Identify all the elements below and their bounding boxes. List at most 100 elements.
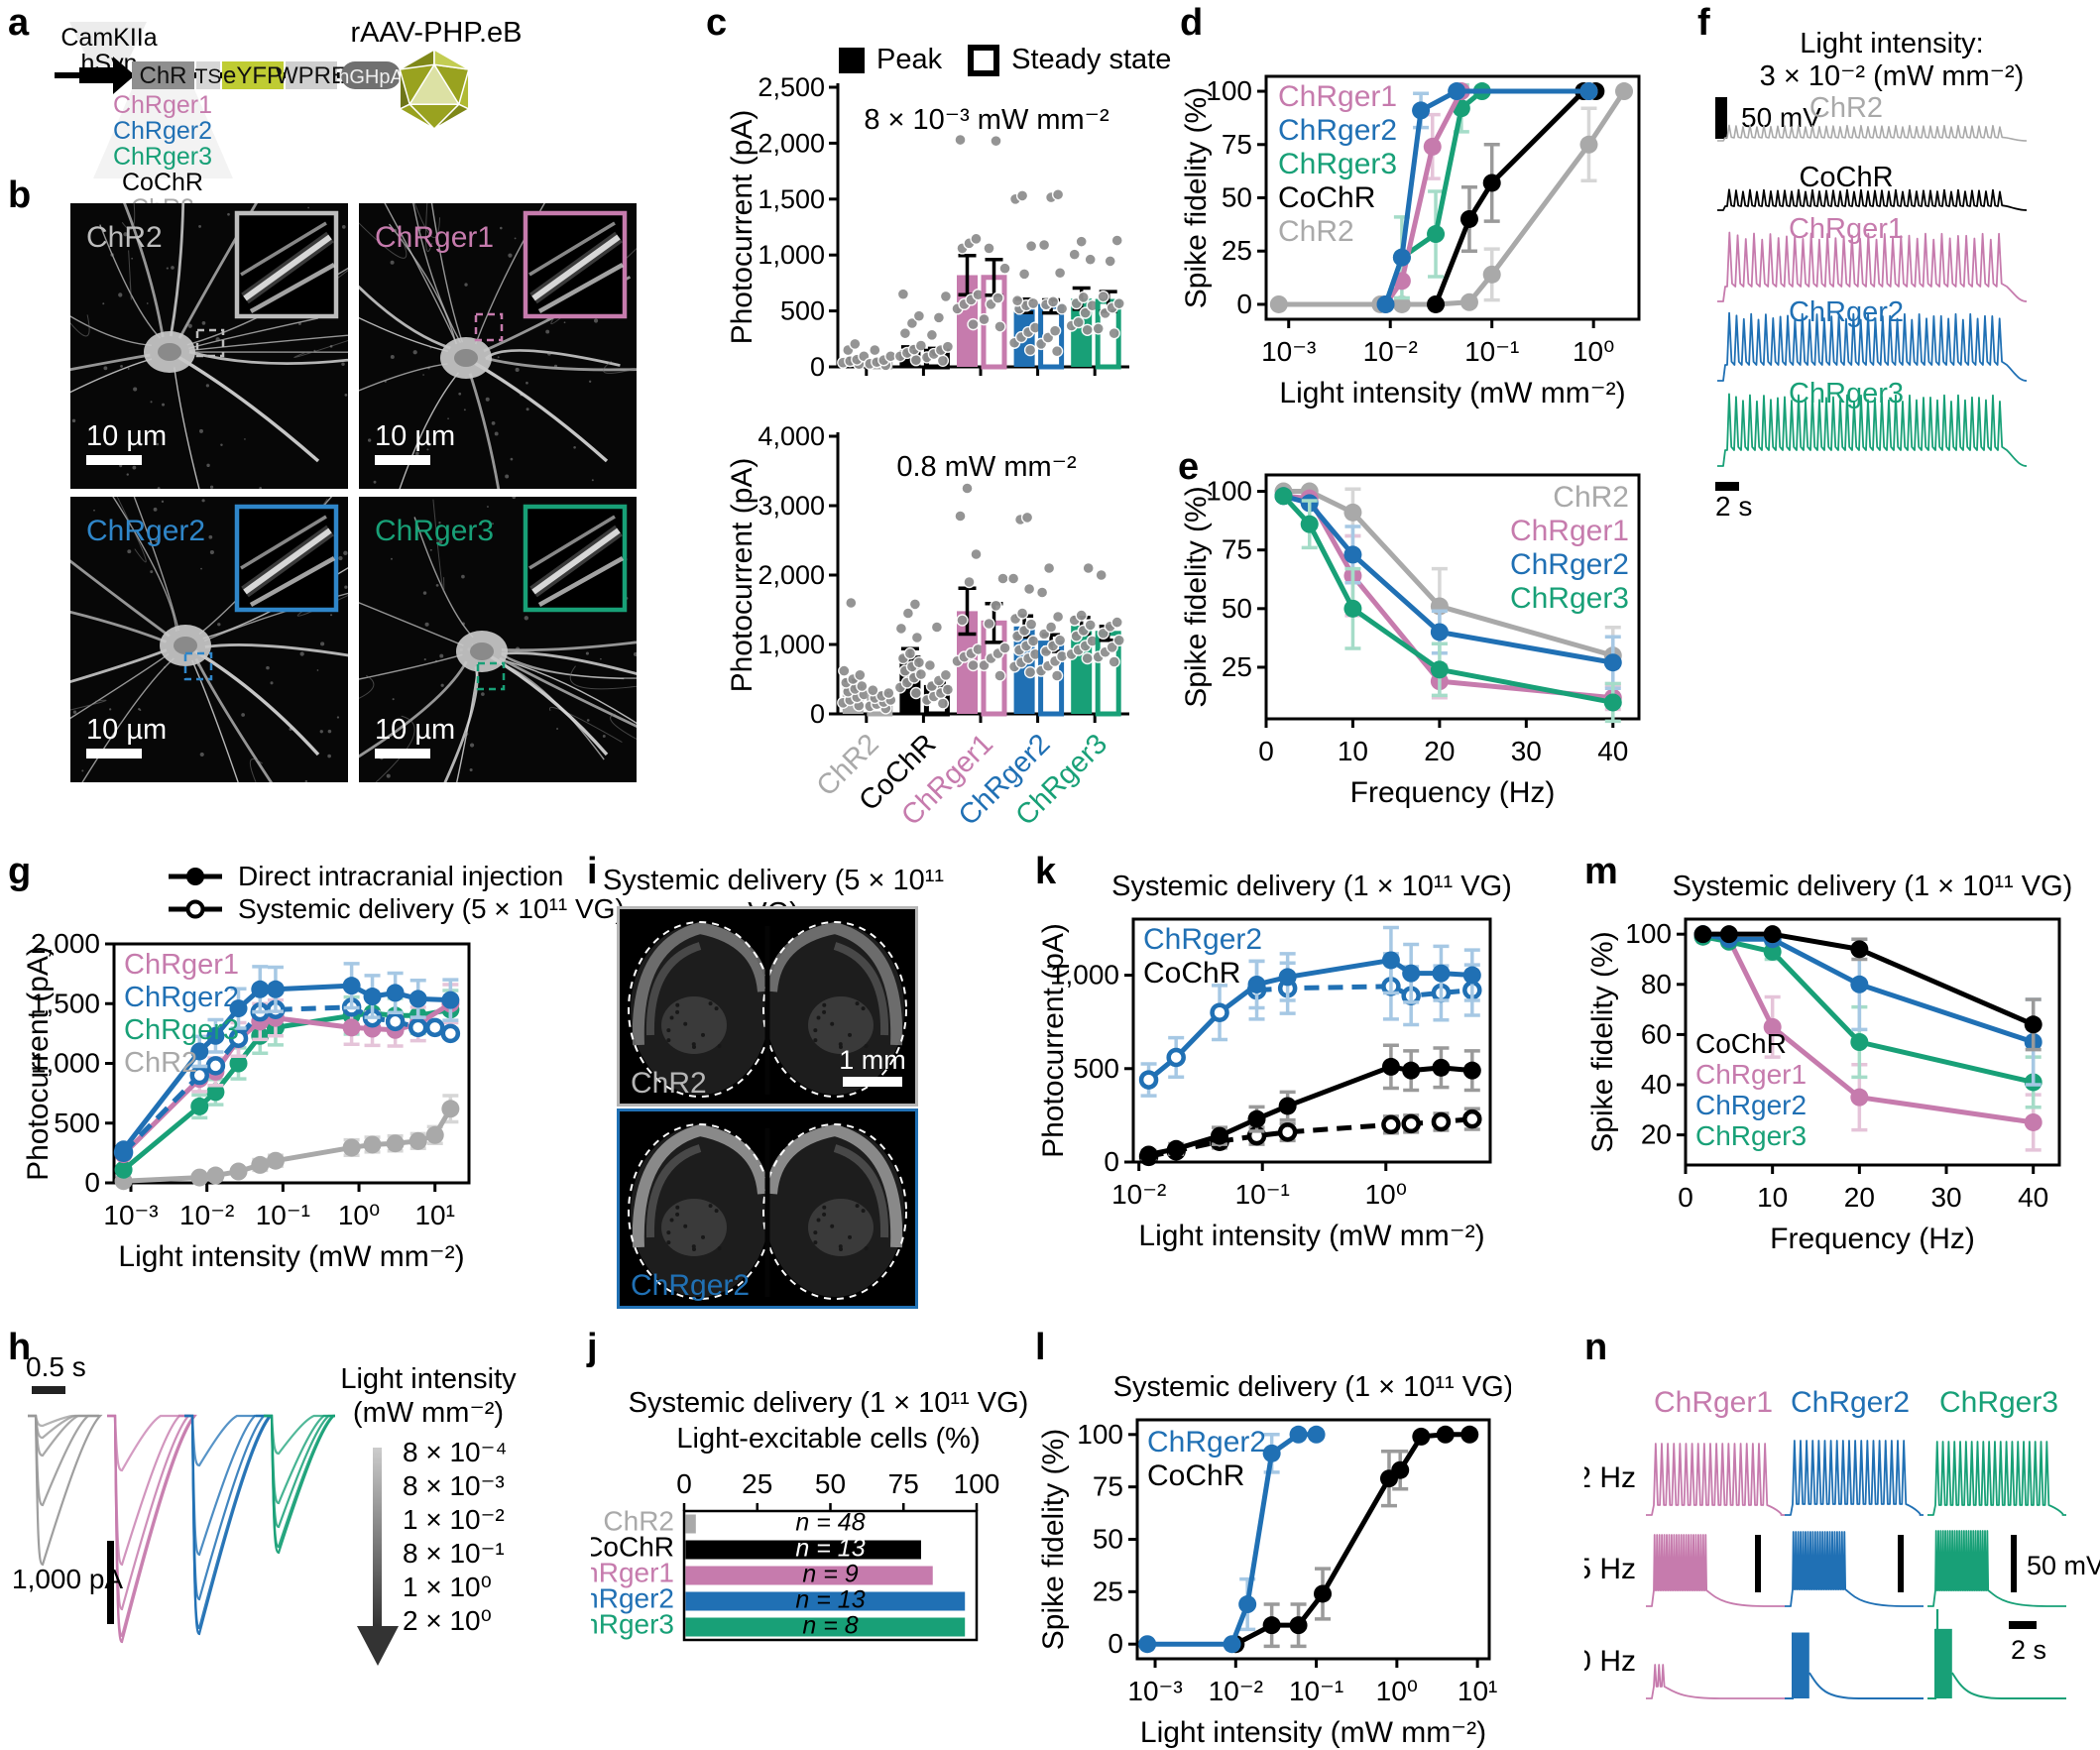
neuron-image-chrger3: ChRger3 10 µm — [359, 497, 637, 782]
svg-text:ChRger1: ChRger1 — [1654, 1386, 1773, 1419]
svg-text:10 µm: 10 µm — [375, 420, 455, 452]
svg-text:50: 50 — [1093, 1524, 1123, 1555]
svg-text:10: 10 — [1757, 1182, 1788, 1213]
svg-text:0: 0 — [1108, 1628, 1123, 1659]
svg-text:500: 500 — [1073, 1053, 1119, 1084]
svg-text:5 Hz: 5 Hz — [1584, 1553, 1636, 1585]
svg-text:(mW mm⁻²): (mW mm⁻²) — [353, 1397, 504, 1429]
steady-swatch-icon — [968, 44, 1000, 76]
systemic-spike-fidelity-intensity-chart: Systemic delivery (1 × 10¹¹ VG) 10⁻³ 10⁻² 1… — [1037, 1371, 1511, 1749]
svg-text:1 × 10⁻²: 1 × 10⁻² — [403, 1504, 505, 1535]
svg-text:1,000: 1,000 — [758, 630, 825, 659]
svg-text:ChRger2: ChRger2 — [113, 117, 212, 145]
svg-text:2 × 10⁰: 2 × 10⁰ — [403, 1605, 492, 1636]
svg-text:1,000 pA: 1,000 pA — [12, 1564, 123, 1594]
svg-text:50 mV: 50 mV — [2027, 1551, 2100, 1580]
svg-text:500: 500 — [54, 1108, 100, 1138]
svg-text:10⁻²: 10⁻² — [179, 1200, 234, 1230]
svg-text:ChRger2: ChRger2 — [1510, 548, 1629, 581]
svg-text:75: 75 — [888, 1468, 919, 1499]
svg-text:2 s: 2 s — [1715, 491, 1752, 522]
svg-text:0.5 s: 0.5 s — [26, 1351, 86, 1382]
svg-text:CoChR: CoChR — [1278, 181, 1375, 214]
svg-text:30: 30 — [1930, 1182, 1961, 1213]
svg-text:ChRger2: ChRger2 — [1147, 1426, 1266, 1458]
svg-text:10 µm: 10 µm — [375, 714, 455, 746]
svg-text:ChRger3: ChRger3 — [375, 515, 494, 547]
svg-text:20 Hz: 20 Hz — [1584, 1645, 1636, 1678]
svg-text:ChRger2: ChRger2 — [1143, 923, 1262, 956]
svg-text:ChRger2: ChRger2 — [631, 1269, 750, 1302]
svg-text:25: 25 — [1222, 651, 1252, 682]
svg-text:2 s: 2 s — [2011, 1635, 2046, 1665]
svg-text:ChRger2: ChRger2 — [591, 1583, 674, 1614]
svg-text:ChRger1: ChRger1 — [1789, 213, 1904, 245]
svg-text:10⁰: 10⁰ — [1573, 336, 1614, 367]
direct-injection-label: Direct intracranial injection — [238, 861, 564, 891]
svg-text:n = 48: n = 48 — [795, 1509, 865, 1537]
svg-text:50: 50 — [815, 1468, 846, 1499]
svg-text:40: 40 — [1641, 1069, 1672, 1100]
open-circle-line-icon — [169, 899, 222, 919]
svg-text:25: 25 — [742, 1468, 772, 1499]
svg-text:100: 100 — [1625, 918, 1672, 949]
svg-text:ChRger2: ChRger2 — [86, 515, 205, 547]
panel-letter-g: g — [8, 851, 32, 892]
svg-text:Light intensity (mW mm⁻²): Light intensity (mW mm⁻²) — [1279, 377, 1625, 409]
svg-text:hGHpA: hGHpA — [338, 66, 404, 88]
svg-text:ChRger3: ChRger3 — [1695, 1120, 1807, 1151]
svg-text:0: 0 — [1104, 1146, 1119, 1177]
panel-letter-n: n — [1584, 1327, 1608, 1368]
svg-text:ChRger1: ChRger1 — [1278, 80, 1397, 113]
svg-text:ChRger2: ChRger2 — [1791, 1386, 1910, 1419]
panel-letter-c: c — [706, 2, 728, 44]
svg-text:ChR2: ChR2 — [631, 1067, 707, 1100]
svg-text:8 × 10⁻¹: 8 × 10⁻¹ — [403, 1538, 505, 1569]
svg-text:n = 8: n = 8 — [802, 1612, 858, 1640]
svg-text:Photocurrent (pA): Photocurrent (pA) — [1037, 923, 1070, 1158]
svg-text:2,000: 2,000 — [31, 928, 100, 959]
svg-text:2 Hz: 2 Hz — [1584, 1461, 1636, 1494]
svg-text:n = 13: n = 13 — [795, 1586, 865, 1614]
svg-text:10 µm: 10 µm — [86, 714, 167, 746]
svg-text:0.8 mW mm⁻²: 0.8 mW mm⁻² — [896, 451, 1077, 483]
svg-text:8 × 10⁻³ mW mm⁻²: 8 × 10⁻³ mW mm⁻² — [864, 104, 1109, 136]
panel-letter-i: i — [587, 851, 598, 892]
svg-text:10¹: 10¹ — [414, 1200, 454, 1230]
svg-text:n = 13: n = 13 — [795, 1535, 865, 1563]
svg-text:50 mV: 50 mV — [1741, 102, 1821, 133]
svg-text:10⁻¹: 10⁻¹ — [1235, 1179, 1290, 1210]
svg-text:1,500: 1,500 — [758, 184, 825, 214]
svg-text:10¹: 10¹ — [1458, 1676, 1497, 1706]
svg-text:25: 25 — [1222, 235, 1252, 266]
svg-text:ChRger3: ChRger3 — [1278, 148, 1397, 180]
panel-letter-a: a — [8, 2, 30, 44]
svg-text:4,000: 4,000 — [758, 421, 825, 451]
voltage-trace-column: Light intensity:3 × 10⁻² (mW mm⁻²)50 mVC… — [1715, 28, 2028, 522]
svg-text:Systemic delivery (1 × 10¹¹ VG: Systemic delivery (1 × 10¹¹ VG) — [1673, 871, 2073, 902]
svg-text:2,000: 2,000 — [758, 560, 825, 590]
svg-text:0: 0 — [84, 1167, 100, 1198]
svg-text:10⁻²: 10⁻² — [1209, 1676, 1263, 1706]
svg-text:75: 75 — [1222, 534, 1252, 565]
svg-text:80: 80 — [1641, 969, 1672, 999]
filled-circle-line-icon — [169, 868, 222, 885]
svg-text:CoChR: CoChR — [1143, 957, 1240, 990]
svg-text:40: 40 — [1597, 736, 1628, 766]
svg-text:10⁰: 10⁰ — [1365, 1179, 1407, 1210]
svg-text:100: 100 — [1206, 75, 1252, 106]
svg-text:2,000: 2,000 — [758, 128, 825, 158]
svg-text:Spike fidelity (%): Spike fidelity (%) — [1037, 1429, 1070, 1650]
panel-letter-k: k — [1035, 851, 1057, 892]
systemic-photocurrent-chart: Systemic delivery (1 × 10¹¹ VG) 10⁻² 10⁻¹ 1… — [1037, 871, 1511, 1252]
systemic-delivery-label: Systemic delivery (5 × 10¹¹ VG) — [238, 893, 625, 924]
svg-text:3 × 10⁻² (mW mm⁻²): 3 × 10⁻² (mW mm⁻²) — [1760, 60, 2025, 92]
svg-text:ChR2: ChR2 — [1809, 92, 1883, 124]
svg-text:50: 50 — [1222, 593, 1252, 624]
delivery-legend-systemic: Systemic delivery (5 × 10¹¹ VG) — [167, 893, 625, 925]
svg-text:WPRE: WPRE — [276, 62, 347, 89]
svg-text:2,500: 2,500 — [758, 72, 825, 102]
